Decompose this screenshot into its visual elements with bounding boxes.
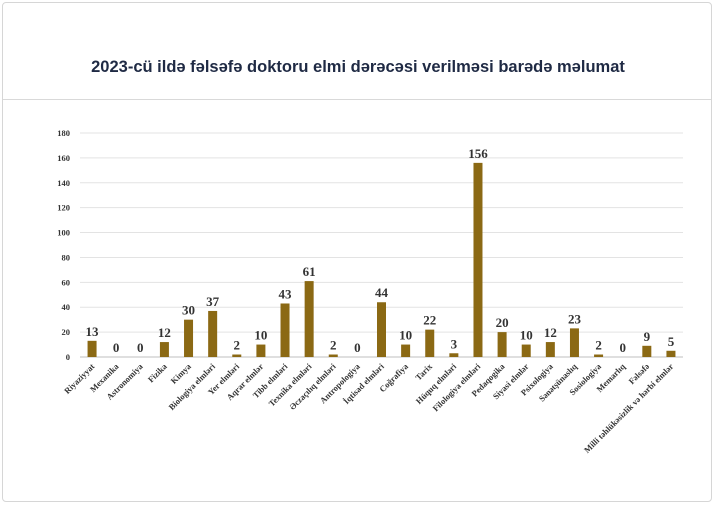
bar: [208, 310, 218, 357]
data-label: 0: [137, 340, 144, 355]
bar: [256, 344, 266, 357]
bar: [449, 353, 459, 357]
data-label: 3: [451, 336, 458, 351]
data-label: 43: [279, 286, 293, 301]
bar: [473, 162, 483, 357]
bar: [666, 350, 676, 357]
data-label: 0: [113, 340, 120, 355]
y-tick-label: 20: [62, 327, 71, 337]
y-tick-label: 120: [57, 203, 70, 213]
data-label: 61: [303, 264, 316, 279]
data-label: 0: [619, 340, 626, 355]
chart-title: 2023-cü ildə fəlsəfə doktoru elmi dərəcə…: [91, 58, 625, 76]
data-label: 23: [568, 311, 582, 326]
data-label: 156: [468, 146, 488, 161]
data-label: 10: [399, 328, 412, 343]
bar: [642, 345, 652, 357]
bar: [545, 342, 555, 357]
bar: [497, 332, 507, 357]
y-tick-label: 140: [57, 178, 70, 188]
data-label: 2: [234, 338, 241, 353]
bar: [232, 354, 242, 357]
y-tick-label: 100: [57, 228, 70, 238]
y-tick-label: 180: [57, 128, 70, 138]
bar: [87, 340, 97, 357]
bar: [159, 342, 169, 357]
data-label: 12: [544, 325, 557, 340]
data-label: 13: [86, 324, 100, 339]
data-label: 10: [254, 328, 267, 343]
x-tick-label: Tarix: [413, 361, 434, 382]
y-tick-label: 0: [66, 352, 70, 362]
bar: [184, 319, 194, 357]
data-label: 2: [595, 338, 602, 353]
bar: [594, 354, 604, 357]
bar: [521, 344, 531, 357]
bar: [377, 302, 386, 357]
data-label: 5: [668, 334, 675, 349]
bar: [304, 281, 314, 357]
y-tick-label: 60: [62, 277, 71, 287]
bar: [569, 328, 579, 357]
bar: [280, 303, 290, 357]
bar: [401, 344, 411, 357]
data-label: 10: [520, 328, 533, 343]
data-label: 2: [330, 338, 337, 353]
data-label: 30: [182, 303, 195, 318]
bar: [328, 354, 338, 357]
y-tick-label: 160: [57, 153, 70, 163]
chart-header: [3, 3, 711, 100]
y-tick-label: 40: [62, 302, 71, 312]
data-label: 12: [158, 325, 171, 340]
data-label: 9: [644, 329, 651, 344]
data-label: 22: [423, 313, 436, 328]
data-label: 0: [354, 340, 361, 355]
y-tick-label: 80: [62, 252, 71, 262]
data-label: 44: [375, 285, 389, 300]
data-label: 20: [496, 315, 509, 330]
x-tick-label: Fizika: [146, 361, 170, 385]
bar: [425, 329, 435, 357]
chart-frame: [2, 2, 712, 502]
data-label: 37: [206, 294, 220, 309]
